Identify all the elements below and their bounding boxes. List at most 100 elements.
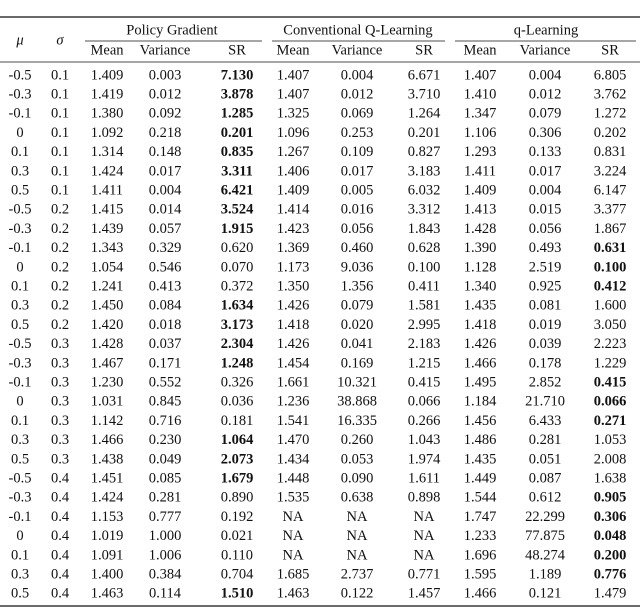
table-cell: 0.329 [149, 240, 182, 256]
table-cell: 0.2 [51, 298, 69, 314]
table-cell: 1.380 [91, 106, 124, 122]
table-cell: 0.039 [529, 336, 562, 352]
table-cell: 0.415 [594, 375, 627, 391]
group-header: Conventional Q-Learning [283, 22, 432, 38]
table-cell: 0.004 [149, 183, 182, 199]
table-cell: 1.915 [221, 221, 254, 237]
table-cell: 1.407 [277, 67, 310, 83]
table-cell: 0.412 [594, 279, 627, 295]
table-cell: 1.420 [91, 317, 124, 333]
table-cell: -0.3 [9, 490, 32, 506]
table-cell: 1.418 [277, 317, 310, 333]
table-cell: 0.628 [408, 240, 441, 256]
table-cell: 0.114 [149, 586, 182, 602]
table-cell: 1.661 [277, 375, 310, 391]
table-cell: 0.3 [51, 394, 69, 410]
table-cell: 1.064 [221, 432, 254, 448]
table-cell: -0.1 [9, 106, 32, 122]
table-cell: 0.041 [341, 336, 374, 352]
table-cell: 0.1 [11, 144, 29, 160]
table-cell: 0.415 [408, 375, 441, 391]
table-cell: 0.612 [529, 490, 562, 506]
table-cell: 1.409 [277, 183, 310, 199]
table-cell: 0.084 [149, 298, 182, 314]
table-cell: 0.4 [51, 547, 70, 563]
table-cell: 1.229 [594, 355, 627, 371]
table-cell: 1.454 [277, 355, 310, 371]
table-cell: 0.092 [149, 106, 182, 122]
table-cell: 0.266 [408, 413, 441, 429]
table-cell: 0.925 [529, 279, 562, 295]
table-cell: 0.181 [221, 413, 254, 429]
table-cell: 1.241 [91, 279, 124, 295]
table-cell: 0.017 [149, 163, 182, 179]
table-cell: 1.438 [91, 451, 124, 467]
table-cell: 1.092 [91, 125, 124, 141]
table-cell: 0.087 [529, 471, 562, 487]
table-cell: 1.415 [91, 202, 124, 218]
column-header: Mean [463, 42, 497, 58]
table-cell: 0.056 [341, 221, 374, 237]
table-cell: 0.281 [529, 432, 562, 448]
table-cell: 0.020 [341, 317, 374, 333]
table-cell: 0.110 [221, 547, 253, 563]
table-cell: 0.281 [149, 490, 182, 506]
table-cell: 0.081 [529, 298, 562, 314]
table-cell: 1.267 [277, 144, 310, 160]
table-cell: 0 [16, 125, 23, 141]
table-cell: 0.271 [594, 413, 627, 429]
table-cell: 1.426 [464, 336, 497, 352]
table-cell: 1.189 [529, 567, 562, 583]
table-cell: -0.3 [9, 87, 32, 103]
table-cell: 0.171 [149, 355, 182, 371]
table-cell: 0.169 [341, 355, 374, 371]
table-cell: 0.827 [408, 144, 441, 160]
table-cell: 0.372 [221, 279, 254, 295]
table-cell: 7.130 [221, 67, 254, 83]
table-cell: 1.479 [594, 586, 627, 602]
table-cell: 0.021 [221, 528, 254, 544]
table-cell: 1.264 [408, 106, 441, 122]
table-cell: 0.121 [529, 586, 562, 602]
table-cell: 0 [16, 394, 23, 410]
table-cell: 1.974 [408, 451, 441, 467]
table-cell: 0.384 [149, 567, 182, 583]
table-cell: 10.321 [337, 375, 377, 391]
table-cell: 0.057 [149, 221, 182, 237]
table-cell: 6.433 [529, 413, 562, 429]
table-cell: NA [347, 547, 368, 563]
table-cell: 1.184 [464, 394, 497, 410]
table-cell: 1.347 [464, 106, 497, 122]
table-cell: 0.053 [341, 451, 374, 467]
table-cell: 0.460 [341, 240, 374, 256]
table-cell: 1.456 [464, 413, 497, 429]
table-cell: 0.1 [51, 106, 69, 122]
column-header: SR [415, 42, 433, 58]
table-cell: 1.843 [408, 221, 441, 237]
table-cell: 1.350 [277, 279, 310, 295]
table-cell: 1.463 [91, 586, 124, 602]
table-cell: 0.3 [51, 413, 69, 429]
table-cell: 0.100 [408, 259, 441, 275]
table-cell: 0 [16, 259, 23, 275]
table-cell: 0.552 [149, 375, 182, 391]
table-cell: 0.3 [51, 355, 69, 371]
table-cell: 1.600 [594, 298, 627, 314]
table-cell: 1.448 [277, 471, 310, 487]
table-cell: 1.581 [408, 298, 441, 314]
table-cell: 22.299 [525, 509, 565, 525]
table-cell: 1.043 [408, 432, 441, 448]
table-cell: 1.696 [464, 547, 497, 563]
table-cell: 1.356 [341, 279, 374, 295]
table-cell: NA [283, 547, 304, 563]
table-cell: 0.771 [408, 567, 441, 583]
table-cell: 0.306 [529, 125, 562, 141]
group-header: Policy Gradient [126, 22, 217, 38]
table-cell: 1.019 [91, 528, 124, 544]
table-cell: NA [414, 528, 435, 544]
column-header: Variance [520, 42, 571, 58]
table-cell: 0.835 [221, 144, 254, 160]
table-cell: NA [283, 528, 304, 544]
table-cell: 0.019 [529, 317, 562, 333]
